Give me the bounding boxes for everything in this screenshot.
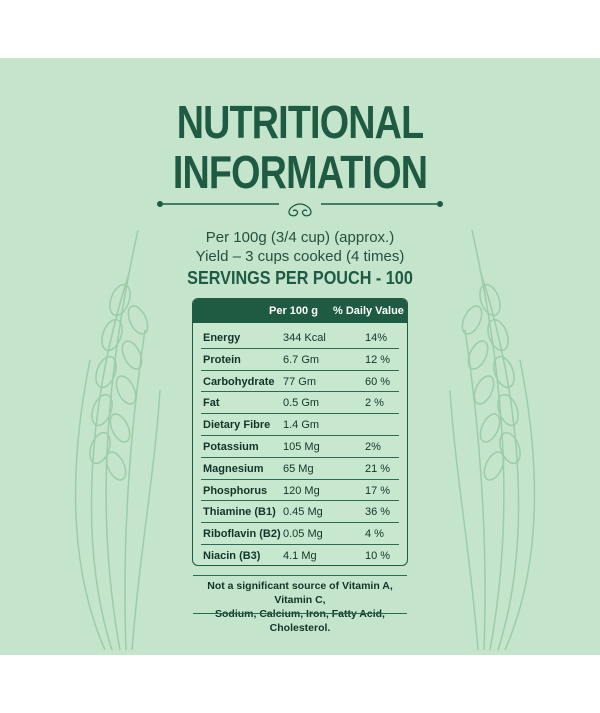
nutrient-value: 1.4 Gm [283,419,320,432]
daily-value: 14% [365,332,388,344]
nutrient-value: 344 Kcal [283,332,326,344]
divider-ornament-icon [157,201,443,217]
servings-per-pouch: SERVINGS PER POUCH - 100 [187,268,413,288]
nutrient-name: Energy [203,332,241,344]
nutrient-value: 77 Gm [283,375,317,388]
wheat-illustration-left [74,229,161,650]
nutrient-name: Protein [203,353,241,366]
nutrient-name: Niacin (B3) [203,549,261,562]
daily-value: 12 % [365,353,391,366]
table-row: Magnesium 65 Mg 21 % [201,458,399,480]
wheat-illustration-right [449,229,536,650]
nutrient-value: 4.1 Mg [283,549,317,562]
nutrient-value: 0.05 Mg [283,528,323,541]
serving-size-text: Per 100g (3/4 cup) (approx.) [205,229,395,246]
nutrient-name: Fat [203,397,220,410]
table-header: Per 100 g % Daily Value [193,299,407,323]
nutrient-value: 0.45 Mg [283,506,323,519]
table-row: Potassium 105 Mg 2% [201,436,399,458]
daily-value: 10 % [365,549,391,562]
header-daily-value: % Daily Value [333,305,404,317]
nutrient-value: 0.5 Gm [283,397,320,410]
table-row: Carbohydrate 77 Gm 60 % [201,371,399,393]
table-body: Energy 344 Kcal 14% Protein 6.7 Gm 12 % Carb… [193,323,407,565]
nutrient-name: Dietary Fibre [203,419,271,432]
title-line-2: INFORMATION [172,146,428,198]
daily-value: 60 % [365,375,391,388]
daily-value: 4 % [365,528,384,541]
nutrient-name: Phosphorus [203,484,268,497]
footnote-line-2: Sodium, Calcium, Iron, Fatty Acid, Chole… [215,608,385,634]
table-row: Fat 0.5 Gm 2 % [201,392,399,415]
nutrient-name: Carbohydrate [203,375,275,388]
nutrient-value: 120 Mg [283,484,320,497]
footnote: Not a significant source of Vitamin A, V… [193,579,407,635]
footnote-line-1: Not a significant source of Vitamin A, V… [207,580,393,606]
table-row: Niacin (B3) 4.1 Mg 10 % [201,545,399,565]
table-row: Energy 344 Kcal 14% [201,327,399,349]
title-line-1: NUTRITIONAL [176,96,424,148]
footnote-top-rule [193,575,407,576]
table-row: Thiamine (B1) 0.45 Mg 36 % [201,501,399,524]
table-row: Dietary Fibre 1.4 Gm [201,414,399,436]
nutrition-table: Per 100 g % Daily Value Energy 344 Kcal 14… [192,298,408,566]
nutrient-name: Magnesium [203,462,264,475]
daily-value: 17 % [365,484,391,497]
table-row: Phosphorus 120 Mg 17 % [201,480,399,502]
nutrient-name: Thiamine (B1) [203,506,276,519]
footnote-bottom-rule [193,613,407,614]
nutrient-name: Riboflavin (B2) [203,528,281,541]
yield-text: Yield – 3 cups cooked (4 times) [195,248,405,265]
table-row: Riboflavin (B2) 0.05 Mg 4 % [201,523,399,545]
daily-value: 36 % [365,506,391,519]
nutrient-value: 6.7 Gm [283,353,320,366]
nutrient-value: 105 Mg [283,440,320,453]
daily-value: 2 % [365,397,384,410]
nutrient-name: Potassium [203,440,259,453]
table-row: Protein 6.7 Gm 12 % [201,349,399,371]
daily-value: 21 % [365,462,391,475]
daily-value: 2% [365,440,381,453]
nutrient-value: 65 Mg [283,462,314,475]
header-per-100g: Per 100 g [269,305,318,317]
